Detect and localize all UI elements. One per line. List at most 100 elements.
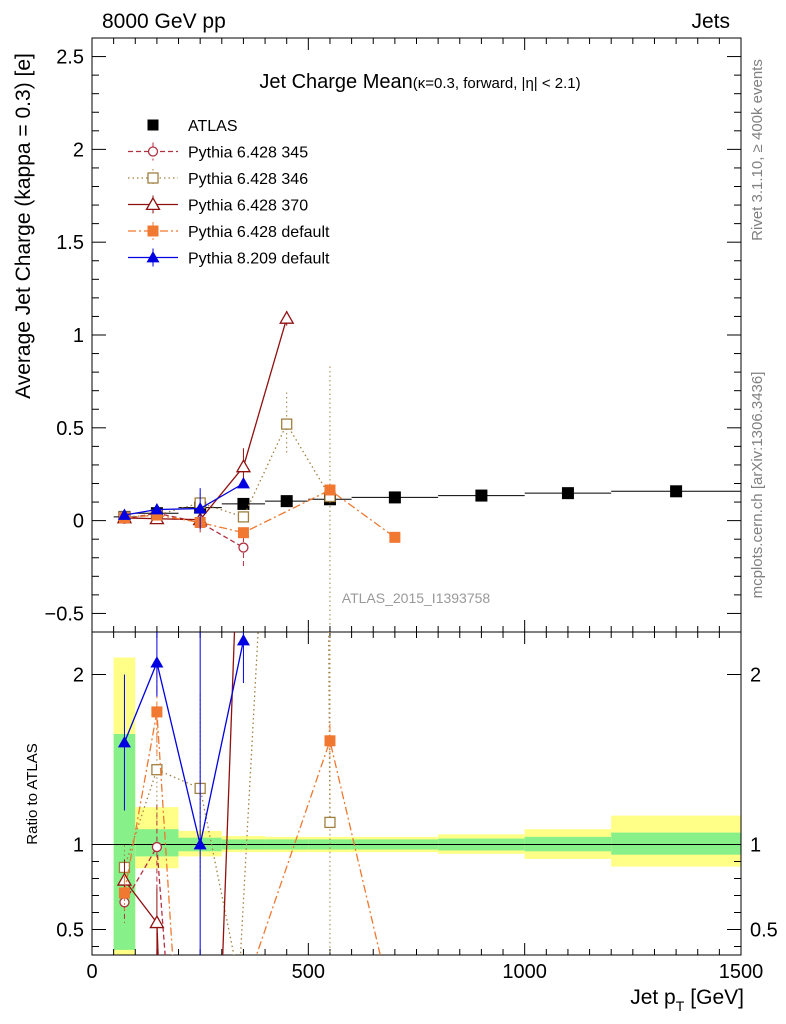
rivet-label: Rivet 3.1.10, ≥ 400k events <box>749 59 766 241</box>
ratio-y-tick-label-left: 2 <box>73 665 84 687</box>
series-line <box>124 422 331 518</box>
legend-label: Pythia 6.428 370 <box>188 198 308 215</box>
atlas-point <box>475 489 488 502</box>
header-left: 8000 GeV pp <box>102 10 226 33</box>
series-point <box>389 531 401 543</box>
ratio-point <box>149 914 165 929</box>
x-tick-label: 1500 <box>719 961 764 983</box>
legend-marker <box>147 172 159 184</box>
plot-title-main: Jet Charge Mean <box>259 71 412 93</box>
x-tick-label: 1000 <box>502 961 547 983</box>
main-y-tick-label: −0.5 <box>45 603 84 625</box>
ratio-ylabel: Ratio to ATLAS <box>24 743 41 844</box>
series-point <box>235 458 252 473</box>
atlas-point <box>237 497 250 510</box>
series-point <box>281 418 293 430</box>
ratio-series-p370 <box>116 632 236 955</box>
legend-label: Pythia 8.209 default <box>188 251 330 268</box>
series-point <box>236 477 250 489</box>
ratio-line <box>123 640 245 845</box>
main-y-tick-label: 2.5 <box>56 47 84 69</box>
ratio-point <box>193 838 207 850</box>
legend-entry-p6def: Pythia 6.428 default <box>128 222 330 241</box>
main-y-tick-label: 1 <box>73 325 84 347</box>
ratio-point <box>118 887 130 899</box>
data-series <box>113 310 741 955</box>
legend-label: Pythia 6.428 346 <box>188 171 308 188</box>
legend-marker <box>145 196 161 211</box>
series-p8def <box>117 477 250 529</box>
x-axis-label-unit: [GeV] <box>690 986 744 1009</box>
ratio-line <box>123 711 381 955</box>
series-line <box>124 318 288 521</box>
ratio-y-tick-label-left: 1 <box>73 835 84 857</box>
ratio-point <box>324 735 336 747</box>
series-point <box>237 511 250 523</box>
x-axis-label-sub: T <box>676 998 685 1014</box>
ratio-y-tick-label-left: 0.5 <box>56 920 84 942</box>
main-y-tick-label: 2 <box>73 139 84 161</box>
ratio-frame <box>91 631 742 956</box>
series-line <box>124 482 244 516</box>
main-y-tick-label: 0.5 <box>56 418 84 440</box>
ratio-series-p6def <box>118 669 381 955</box>
axes: 0 500 1000 1500−0.500.511.522.50.5 0.51 12 2 <box>45 37 778 983</box>
ratio-uncertainty-bands <box>92 657 741 955</box>
plot-title-detail: (κ=0.3, forward, |η| < 2.1) <box>413 75 581 92</box>
legend-entry-atlas: ATLAS <box>147 118 238 135</box>
plot-title: Jet Charge Mean(κ=0.3, forward, |η| < 2.… <box>259 71 580 93</box>
band-inner-bin <box>611 832 741 855</box>
x-axis-label-main: Jet p <box>630 986 676 1009</box>
ratio-line <box>123 632 331 955</box>
analysis-watermark: ATLAS_2015_I1393758 <box>342 590 491 606</box>
legend-entry-p370: Pythia 6.428 370 <box>128 195 308 215</box>
ratio-series-p8def <box>117 632 250 955</box>
mcplots-label: mcplots.cern.ch [arXiv:1306.3436] <box>749 372 766 599</box>
series-p370 <box>116 310 295 526</box>
legend-label: ATLAS <box>188 118 238 135</box>
main-ylabel: Average Jet Charge (kappa = 0.3) [e] <box>12 53 35 399</box>
legend-label: Pythia 6.428 345 <box>188 145 308 162</box>
ratio-y-tick-label-right: 0.5 <box>750 920 778 942</box>
series-point <box>238 542 249 553</box>
ratio-point <box>151 706 163 718</box>
series-point <box>151 509 163 521</box>
atlas-point <box>670 485 683 498</box>
series-p346 <box>118 366 336 627</box>
legend-marker <box>146 251 160 263</box>
legend-entry-p346: Pythia 6.428 346 <box>128 169 308 188</box>
main-y-tick-label: 0 <box>73 511 84 533</box>
legend-marker <box>147 225 159 237</box>
ratio-point <box>150 656 164 668</box>
x-tick-label: 0 <box>86 961 97 983</box>
series-point <box>117 508 131 520</box>
header-right: Jets <box>691 10 730 33</box>
atlas-point <box>561 487 574 500</box>
ratio-point <box>151 764 163 776</box>
series-point <box>237 527 249 539</box>
ratio-line <box>123 632 236 955</box>
series-point <box>193 502 207 514</box>
legend-label: Pythia 6.428 default <box>188 224 330 241</box>
main-y-tick-label: 1.5 <box>56 232 84 254</box>
ratio-series-p346 <box>118 632 336 955</box>
legend-marker <box>147 146 159 157</box>
ratio-y-tick-label-right: 1 <box>750 835 761 857</box>
legend-marker <box>147 119 159 131</box>
series-point <box>150 502 164 515</box>
legend-entry-p8def: Pythia 8.209 default <box>128 248 330 268</box>
ratio-y-tick-label-right: 2 <box>750 665 761 687</box>
ratio-point <box>324 816 336 829</box>
x-tick-label: 500 <box>292 961 325 983</box>
legend: ATLAS Pythia 6.428 345 Pythia 6.428 346 Pyt… <box>128 118 330 268</box>
legend-entry-p345: Pythia 6.428 345 <box>128 142 308 162</box>
ratio-point <box>151 841 163 853</box>
ratio-point <box>117 736 131 748</box>
atlas-point <box>280 495 293 508</box>
x-axis-label: Jet pT [GeV] <box>630 986 744 1014</box>
ratio-point <box>236 634 250 646</box>
series-point <box>279 310 295 324</box>
series-point <box>324 484 336 496</box>
atlas-point <box>388 491 401 504</box>
